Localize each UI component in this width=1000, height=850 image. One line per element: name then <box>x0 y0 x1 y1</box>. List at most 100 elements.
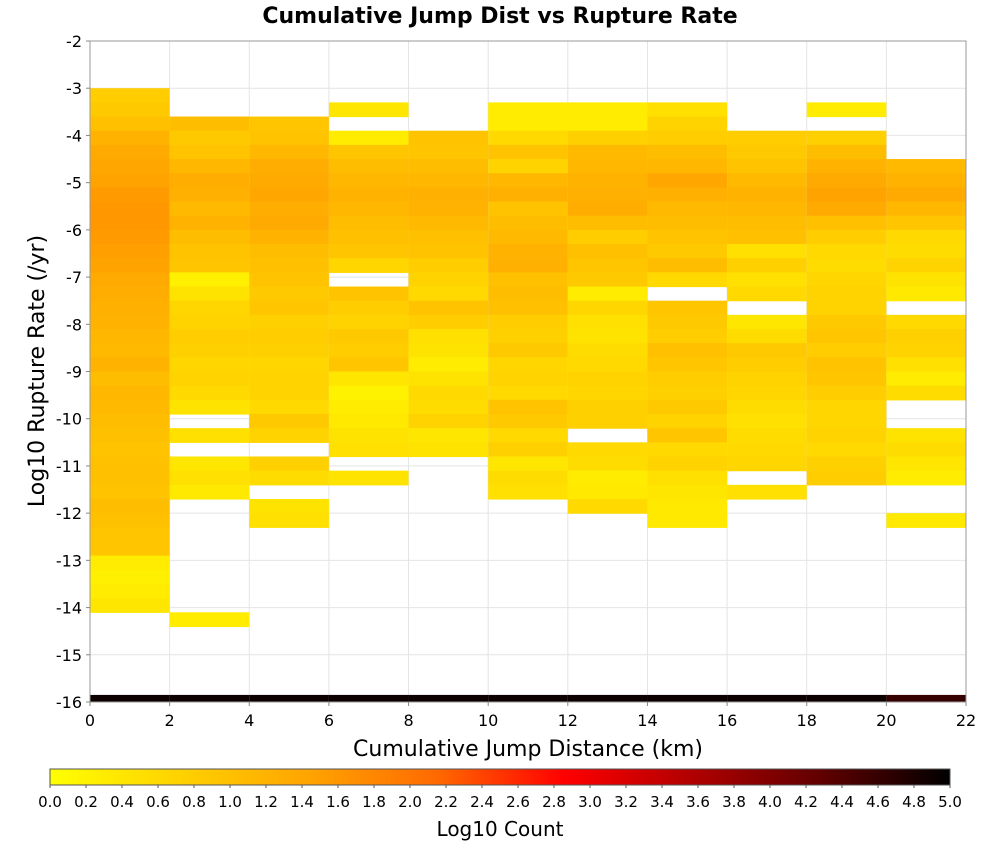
y-axis-ticks: -2 -3 -4 -5 -6 -7 -8 -9 -10 -11 -12 -13 -14 -15 -16 <box>56 32 90 712</box>
heatmap-cell <box>328 229 409 245</box>
heatmap-cell <box>647 102 728 118</box>
heatmap-cell <box>806 694 887 702</box>
heatmap-cell <box>249 371 329 387</box>
heatmap-cell <box>169 244 250 259</box>
y-tick-label: -4 <box>66 126 82 145</box>
heatmap-cell <box>886 428 966 443</box>
heatmap-cell <box>328 215 409 231</box>
heatmap-cell <box>249 201 329 217</box>
heatmap-cell <box>567 258 648 273</box>
heatmap-cell <box>90 215 170 231</box>
heatmap-cell <box>488 244 568 259</box>
colorbar-tick-label: 3.8 <box>722 793 746 811</box>
heatmap-cell <box>886 244 966 259</box>
heatmap-cell <box>886 201 966 217</box>
heatmap-cell <box>567 371 648 387</box>
heatmap-cell <box>567 286 648 302</box>
heatmap-cell <box>806 159 887 174</box>
heatmap-cell <box>727 144 807 160</box>
heatmap-cell <box>169 456 250 472</box>
x-tick-label: 16 <box>717 711 737 730</box>
heatmap-cell <box>567 187 648 203</box>
heatmap-cell <box>488 413 568 429</box>
heatmap-cell <box>169 130 250 146</box>
colorbar-tick-label: 3.6 <box>686 793 710 811</box>
heatmap-cell <box>886 357 966 373</box>
heatmap-cell <box>408 258 489 273</box>
heatmap-cell <box>90 569 170 585</box>
heatmap-cell <box>90 598 170 613</box>
heatmap-cell <box>169 357 250 373</box>
heatmap-cell <box>806 130 887 146</box>
heatmap-cell <box>328 159 409 174</box>
x-tick-label: 20 <box>876 711 896 730</box>
heatmap-cell <box>249 694 329 702</box>
heatmap-cell <box>886 456 966 472</box>
heatmap-cell <box>567 314 648 330</box>
heatmap-cell <box>328 385 409 401</box>
heatmap-cell <box>567 694 648 702</box>
heatmap-cell <box>328 258 409 273</box>
heatmap-cell <box>328 413 409 429</box>
heatmap-cell <box>249 159 329 174</box>
heatmap-cell <box>169 300 250 316</box>
heatmap-cell <box>647 470 728 486</box>
heatmap-cell <box>90 201 170 217</box>
heatmap-cell <box>647 484 728 500</box>
heatmap-cell <box>249 428 329 443</box>
heatmap-cell <box>408 314 489 330</box>
heatmap-cell <box>249 286 329 302</box>
heatmap-cell <box>169 258 250 273</box>
heatmap-cell <box>886 371 966 387</box>
colorbar-tick-label: 3.2 <box>614 793 638 811</box>
heatmap-cell <box>567 329 648 344</box>
heatmap-cell <box>886 159 966 174</box>
x-tick-label: 6 <box>324 711 334 730</box>
heatmap-cell <box>806 102 887 118</box>
heatmap-cell <box>90 88 170 103</box>
heatmap-cell <box>249 244 329 259</box>
heatmap-cell <box>567 300 648 316</box>
heatmap-cell <box>727 258 807 273</box>
heatmap-cell <box>249 314 329 330</box>
heatmap-cell <box>727 371 807 387</box>
heatmap-cell <box>647 314 728 330</box>
heatmap-cell <box>886 470 966 486</box>
heatmap-cell <box>886 343 966 358</box>
heatmap-cell <box>488 399 568 415</box>
heatmap-cell <box>328 144 409 160</box>
heatmap-cell <box>727 244 807 259</box>
heatmap-cells <box>90 88 966 702</box>
heatmap-cell <box>488 428 568 443</box>
heatmap-cell <box>806 229 887 245</box>
heatmap-cell <box>169 144 250 160</box>
heatmap-cell <box>249 173 329 188</box>
heatmap-cell <box>249 513 329 528</box>
heatmap-cell <box>567 130 648 146</box>
heatmap-cell <box>886 329 966 344</box>
heatmap-cell <box>90 244 170 259</box>
heatmap-cell <box>249 187 329 203</box>
heatmap-cell <box>647 272 728 288</box>
colorbar-tick-label: 2.6 <box>506 793 530 811</box>
heatmap-cell <box>249 385 329 401</box>
y-tick-label: -7 <box>66 268 82 287</box>
heatmap-cell <box>328 428 409 443</box>
heatmap-cell <box>90 343 170 358</box>
heatmap-cell <box>488 385 568 401</box>
heatmap-cell <box>169 371 250 387</box>
heatmap-cell <box>567 442 648 458</box>
heatmap-cell <box>328 357 409 373</box>
heatmap-cell <box>169 343 250 358</box>
heatmap-cell <box>488 144 568 160</box>
colorbar-tick-label: 3.0 <box>578 793 602 811</box>
heatmap-cell <box>249 144 329 160</box>
heatmap-cell <box>488 159 568 174</box>
heatmap-cell <box>567 116 648 132</box>
heatmap-cell <box>727 159 807 174</box>
heatmap-cell <box>886 286 966 302</box>
heatmap-cell <box>328 399 409 415</box>
heatmap-cell <box>90 484 170 500</box>
y-tick-label: -14 <box>56 599 82 618</box>
heatmap-cell <box>727 343 807 358</box>
